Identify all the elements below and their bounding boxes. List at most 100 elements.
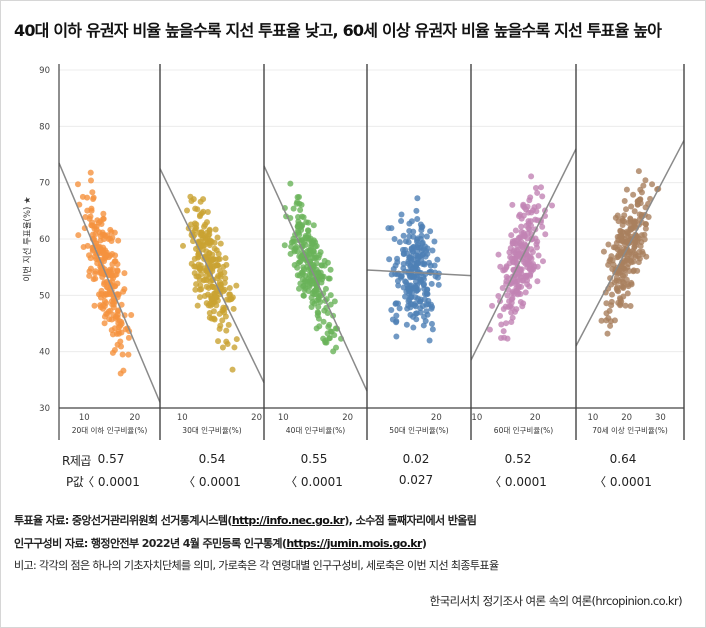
data-point [510, 240, 517, 247]
x-tick-label: 10 [177, 413, 188, 423]
data-point [404, 250, 411, 257]
data-point [327, 301, 334, 308]
data-point [504, 335, 511, 342]
data-point [530, 261, 537, 268]
data-point [223, 327, 230, 334]
data-point [111, 258, 118, 265]
trend-line [470, 148, 577, 361]
p-value: 〈 0.0001 [82, 475, 140, 489]
data-point [405, 239, 412, 246]
data-point [221, 286, 228, 293]
data-point [325, 323, 332, 330]
pop-source-prefix: 인구구성비 자료: [14, 537, 91, 550]
data-point [304, 227, 311, 234]
data-point [84, 194, 91, 201]
vote-source-text: 중앙선거관리위원회 선거통계시스템( [71, 514, 233, 527]
y-tick-label: 70 [39, 179, 50, 189]
x-axis-label: 70세 이상 인구비율(%) [592, 425, 668, 435]
data-point [539, 193, 546, 200]
data-point [301, 266, 308, 273]
data-point [319, 262, 326, 269]
data-point [109, 250, 116, 257]
data-point [120, 367, 127, 374]
data-point [108, 327, 115, 334]
x-tick-label: 20 [431, 413, 442, 423]
data-point [215, 250, 222, 257]
data-point [611, 317, 618, 324]
data-point [409, 274, 416, 281]
pop-source-note: 인구구성비 자료: 행정안전부 2022년 4월 주민등록 인구통계(https… [14, 535, 427, 551]
data-point [206, 309, 213, 316]
data-point [407, 311, 414, 318]
data-point [112, 315, 119, 322]
data-point [305, 275, 312, 282]
data-point [202, 221, 209, 228]
data-point [316, 323, 323, 330]
data-point [608, 302, 615, 309]
data-point [418, 224, 425, 231]
data-point [88, 222, 95, 229]
data-point [419, 251, 426, 258]
data-point [94, 260, 101, 267]
data-point [294, 199, 301, 206]
data-point [603, 300, 610, 307]
data-point [427, 228, 434, 235]
data-point [423, 301, 430, 308]
r2-value: 0.57 [97, 452, 125, 466]
data-point [606, 307, 613, 314]
data-point [119, 351, 126, 358]
data-point [320, 335, 327, 342]
data-point [212, 226, 219, 233]
data-point [92, 268, 99, 275]
data-point [107, 226, 114, 233]
data-point [121, 270, 128, 277]
data-point [641, 236, 648, 243]
data-point [520, 300, 527, 307]
pop-source-link[interactable]: https://jumin.mois.go.kr [286, 537, 422, 550]
data-point [525, 225, 532, 232]
data-point [88, 205, 95, 212]
data-point [417, 309, 424, 316]
scatter-panels: 30 40 50 60 70 80 90 이번 지선 투표율(%) ★ 10 20 20대 이하 인… [22, 64, 685, 440]
y-tick-label: 50 [39, 291, 50, 301]
data-point [215, 338, 222, 345]
data-point [421, 296, 428, 303]
data-point [297, 207, 304, 214]
data-point [222, 255, 229, 262]
data-point [405, 302, 412, 309]
data-point [424, 250, 431, 257]
data-point [649, 181, 656, 188]
data-point [525, 218, 532, 225]
data-point [616, 244, 623, 251]
data-point [513, 306, 520, 313]
data-point [206, 231, 213, 238]
data-point [87, 177, 94, 184]
data-point [506, 260, 513, 267]
data-point [114, 267, 121, 274]
data-point [207, 302, 214, 309]
data-point [322, 285, 329, 292]
data-point [112, 283, 119, 290]
y-tick-label: 60 [39, 235, 50, 245]
data-point [297, 280, 304, 287]
data-point [414, 252, 421, 259]
r2-value: 0.02 [402, 452, 430, 466]
data-point [90, 194, 97, 201]
data-point [96, 291, 103, 298]
data-point [295, 218, 302, 225]
data-point [192, 205, 199, 212]
y-tick-label: 30 [39, 404, 50, 414]
data-point [403, 321, 410, 328]
p-value: 〈 0.0001 [285, 475, 343, 489]
data-point [517, 291, 524, 298]
data-point [609, 291, 616, 298]
y-axis-label: 이번 지선 투표율(%) ★ [22, 196, 33, 282]
data-point [424, 291, 431, 298]
data-point [192, 224, 199, 231]
data-point [326, 275, 333, 282]
data-point [500, 267, 507, 274]
data-point [612, 214, 619, 221]
vote-source-link[interactable]: http://info.nec.go.kr [231, 514, 345, 527]
r2-value: 0.55 [300, 452, 328, 466]
data-point [231, 344, 238, 351]
